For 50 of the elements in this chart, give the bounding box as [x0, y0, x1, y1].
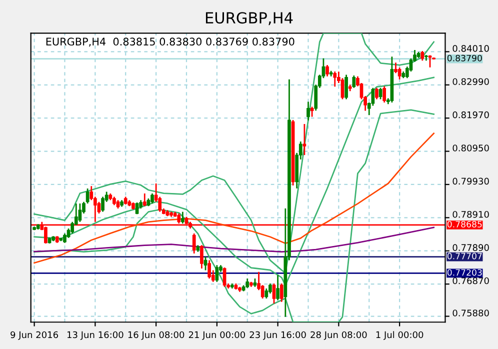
x-tick-label: 16 Jun 08:00: [128, 331, 184, 340]
x-tick-label: 23 Jun 16:00: [250, 331, 306, 340]
y-tick-label: 0.80950: [452, 144, 489, 152]
x-tick-label: 13 Jun 16:00: [67, 331, 124, 340]
ref-line-label: 0.77707: [447, 252, 482, 260]
candlestick: [420, 50, 424, 62]
candlestick: [101, 196, 104, 213]
y-tick-label: 0.75880: [452, 310, 489, 316]
candlestick: [302, 123, 306, 156]
y-tick-label: 0.78910: [452, 210, 489, 218]
candlestick: [192, 232, 196, 254]
candlestick: [375, 87, 378, 100]
candlestick: [428, 54, 432, 68]
x-tick-label: 9 Jun 2016: [10, 331, 58, 340]
y-tick-label: 0.81970: [452, 111, 489, 118]
candlestick: [280, 282, 284, 303]
chart-subtitle: EURGBP,H4 0.83815 0.83830 0.83769 0.83790: [46, 38, 294, 47]
candlestick: [200, 244, 204, 270]
line-series: [34, 33, 434, 274]
candlestick: [326, 64, 329, 78]
candlestick: [378, 87, 382, 100]
candlestick: [268, 282, 272, 294]
y-tick-label: 0.76870: [452, 277, 489, 284]
x-tick-label: 21 Jun 00:00: [188, 331, 246, 340]
ref-line-label: 0.77203: [447, 269, 482, 276]
x-tick-label: 1 Jul 00:00: [376, 331, 424, 340]
y-tick-label: 0.77890: [452, 244, 489, 251]
y-tick-label: 0.84010: [452, 45, 489, 52]
candlestick: [344, 74, 348, 100]
candlestick: [382, 86, 386, 104]
y-tick-label: 0.79930: [452, 178, 489, 185]
line-series: [34, 132, 434, 264]
candlestick: [310, 106, 314, 118]
line-series: [34, 109, 434, 322]
ref-line-label: 0.78685: [447, 220, 482, 228]
candlestick: [272, 282, 276, 304]
x-tick-label: 28 Jun 08:00: [310, 331, 367, 340]
candlestick: [150, 192, 154, 204]
candlestick: [181, 211, 184, 224]
candlestick: [333, 70, 337, 88]
y-tick-label: 0.82990: [452, 78, 489, 86]
candlestick: [142, 192, 146, 207]
candlestick: [208, 260, 211, 280]
line-series: [34, 226, 434, 253]
candlestick: [222, 266, 226, 288]
candlestick: [264, 288, 268, 300]
candlestick: [394, 62, 398, 74]
chart-title: EURGBP,H4: [206, 12, 293, 26]
ref-line-label: 0.83790: [447, 54, 482, 62]
candlestick: [352, 74, 356, 89]
